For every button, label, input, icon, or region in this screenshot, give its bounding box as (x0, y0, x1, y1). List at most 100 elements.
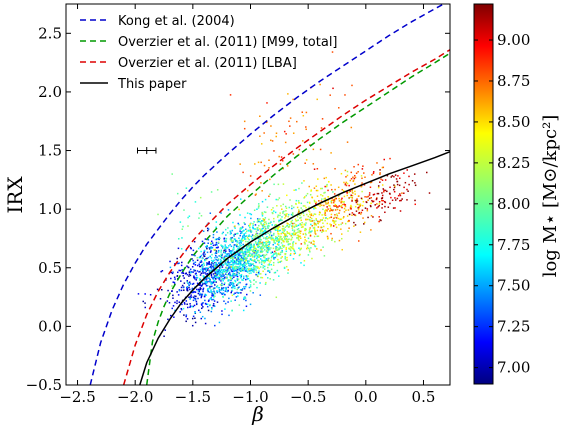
scatter-point (320, 226, 322, 229)
error-bar (136, 147, 157, 155)
scatter-point (353, 221, 355, 224)
scatter-point (211, 246, 214, 249)
scatter-point (199, 288, 202, 291)
scatter-point (185, 187, 188, 189)
scatter-point (233, 238, 235, 240)
scatter-point (234, 287, 236, 290)
scatter-point (239, 163, 241, 165)
scatter-point (212, 233, 215, 236)
scatter-point (261, 223, 263, 226)
scatter-point (287, 243, 290, 246)
scatter-point (292, 243, 294, 246)
scatter-point (277, 239, 279, 242)
scatter-point (284, 233, 286, 235)
scatter-point (284, 217, 286, 219)
scatter-point (236, 256, 239, 258)
scatter-point (248, 224, 251, 227)
scatter-point (249, 284, 252, 286)
scatter-point (238, 251, 240, 253)
scatter-point (301, 209, 304, 211)
scatter-point (348, 197, 350, 199)
scatter-point (224, 246, 227, 248)
scatter-point (317, 235, 320, 237)
scatter-point (242, 260, 245, 262)
scatter-point (233, 251, 236, 253)
scatter-point (323, 213, 326, 216)
scatter-point (206, 303, 209, 306)
scatter-point (280, 218, 282, 220)
scatter-point (244, 238, 246, 241)
scatter-point (241, 258, 244, 261)
scatter-point (253, 235, 255, 237)
scatter-point (306, 246, 309, 249)
scatter-point (305, 234, 307, 236)
scatter-point (244, 216, 246, 219)
scatter-point (361, 204, 364, 207)
scatter-point (325, 209, 327, 212)
scatter-point (259, 241, 261, 243)
scatter-point (207, 289, 209, 292)
scatter-point (235, 232, 238, 235)
plot-frame (65, 3, 451, 386)
scatter-point (326, 217, 329, 220)
scatter-point (379, 181, 381, 183)
scatter-point (279, 247, 282, 249)
scatter-point (304, 232, 307, 235)
scatter-point (217, 286, 220, 289)
scatter-point (217, 241, 220, 244)
scatter-point (229, 276, 231, 279)
scatter-point (263, 237, 265, 239)
scatter-point (317, 226, 320, 228)
scatter-point (338, 239, 341, 242)
scatter-point (258, 262, 261, 264)
scatter-point (290, 220, 292, 223)
scatter-point (227, 290, 229, 292)
scatter-point (257, 220, 260, 223)
scatter-point (228, 273, 230, 275)
scatter-point (188, 281, 191, 283)
scatter-point (257, 240, 260, 242)
scatter-point (281, 247, 283, 250)
scatter-point (300, 212, 303, 215)
scatter-point (191, 283, 194, 285)
scatter-point (317, 204, 319, 206)
scatter-point (243, 236, 245, 239)
scatter-point (205, 303, 208, 305)
scatter-point (246, 257, 248, 259)
scatter-point (366, 209, 369, 212)
legend: Kong et al. (2004)Overzier et al. (2011)… (80, 14, 338, 92)
scatter-point (351, 84, 353, 87)
scatter-point (323, 255, 326, 257)
scatter-point (305, 111, 308, 114)
scatter-point (273, 258, 275, 260)
scatter-point (325, 230, 327, 232)
scatter-point (248, 224, 250, 227)
scatter-point (239, 260, 241, 262)
scatter-point (336, 206, 338, 208)
scatter-point (255, 273, 257, 276)
scatter-point (261, 230, 264, 232)
scatter-point (283, 230, 285, 232)
scatter-point (264, 259, 267, 262)
scatter-point (242, 268, 244, 270)
y-tick-label: 1.0 (38, 200, 62, 218)
colorbar-tick-label: 8.75 (497, 72, 530, 90)
scatter-point (225, 239, 227, 242)
scatter-point (399, 199, 401, 202)
scatter-point (262, 218, 265, 221)
scatter-point (340, 201, 343, 203)
scatter-point (204, 322, 207, 325)
scatter-point (219, 237, 221, 240)
scatter-point (205, 294, 208, 296)
scatter-point (288, 206, 290, 209)
scatter-point (215, 254, 217, 257)
scatter-point (298, 230, 300, 232)
scatter-point (207, 229, 209, 232)
scatter-point (241, 279, 243, 281)
scatter-point (185, 315, 187, 318)
scatter-point (323, 177, 326, 180)
scatter-point (352, 179, 355, 182)
scatter-point (269, 193, 271, 196)
scatter-point (266, 236, 268, 238)
scatter-point (211, 295, 213, 297)
